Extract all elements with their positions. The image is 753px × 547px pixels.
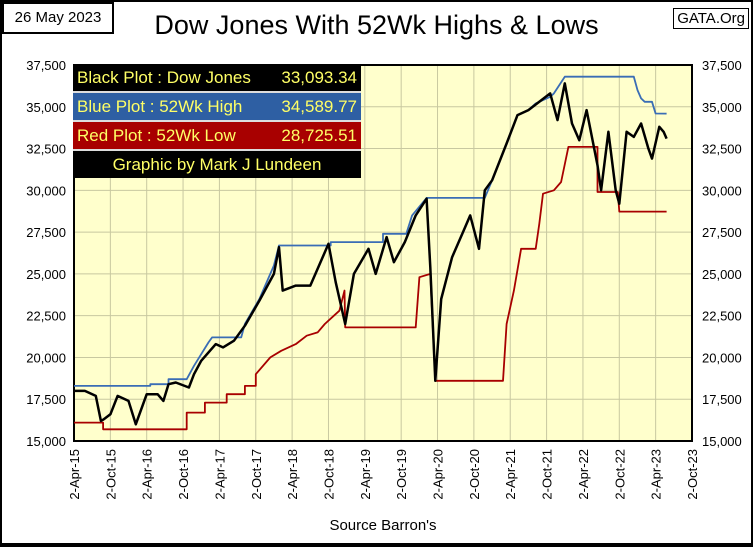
y-tick-label-left: 35,000 xyxy=(26,100,66,115)
credit: Graphic by Mark J Lundeen xyxy=(73,151,361,178)
legend-value: 33,093.34 xyxy=(281,68,357,87)
x-tick-label: 2-Apr-19 xyxy=(358,449,373,500)
y-tick-label-left: 27,500 xyxy=(26,225,66,240)
y-tick-label-right: 20,000 xyxy=(702,350,742,365)
x-tick-label: 2-Oct-22 xyxy=(612,449,627,500)
legend-label: Red Plot : 52Wk Low xyxy=(77,126,236,145)
x-tick-label: 2-Apr-15 xyxy=(67,449,82,500)
dow-jones-line xyxy=(74,82,668,426)
52wk-high-line xyxy=(74,75,667,387)
y-tick-label-right: 32,500 xyxy=(702,142,742,157)
legend-value: 34,589.77 xyxy=(281,97,357,116)
y-tick-label-right: 15,000 xyxy=(702,434,742,449)
52wk-low-line xyxy=(74,146,667,431)
y-tick-label-right: 30,000 xyxy=(702,183,742,198)
chart-title: Dow Jones With 52Wk Highs & Lows xyxy=(154,10,599,40)
x-tick-label: 2-Apr-23 xyxy=(649,449,664,500)
date-label: 26 May 2023 xyxy=(2,2,114,34)
x-tick-label: 2-Oct-17 xyxy=(249,449,264,500)
credit-text: Graphic by Mark J Lundeen xyxy=(112,155,322,174)
legend-value: 28,725.51 xyxy=(281,126,357,145)
x-tick-label: 2-Apr-22 xyxy=(576,449,591,500)
legend-label: Blue Plot : 52Wk High xyxy=(77,97,243,116)
legend-label: Black Plot : Dow Jones xyxy=(77,68,251,87)
y-tick-label-right: 17,500 xyxy=(702,392,742,407)
x-tick-label: 2-Oct-15 xyxy=(103,449,118,500)
y-tick-label-left: 25,000 xyxy=(26,267,66,282)
y-tick-label-right: 35,000 xyxy=(702,100,742,115)
plot-border xyxy=(73,64,693,442)
x-tick-label: 2-Apr-17 xyxy=(212,449,227,500)
x-tick-label: 2-Oct-23 xyxy=(685,449,700,500)
x-tick-label: 2-Oct-18 xyxy=(321,449,336,500)
x-tick-label: 2-Oct-21 xyxy=(540,449,555,500)
site-label: GATA.Org xyxy=(673,8,749,29)
y-tick-label-right: 25,000 xyxy=(702,267,742,282)
legend-dow: Black Plot : Dow Jones 33,093.34 xyxy=(73,64,361,93)
x-tick-label: 2-Apr-18 xyxy=(285,449,300,500)
y-tick-label-left: 20,000 xyxy=(26,350,66,365)
x-tick-label: 2-Apr-20 xyxy=(431,449,446,500)
y-tick-label-left: 15,000 xyxy=(26,434,66,449)
legend: Black Plot : Dow Jones 33,093.34 Blue Plo… xyxy=(73,64,361,178)
x-tick-label: 2-Oct-19 xyxy=(394,449,409,500)
y-tick-label-right: 22,500 xyxy=(702,309,742,324)
y-tick-label-left: 22,500 xyxy=(26,309,66,324)
x-tick-label: 2-Oct-20 xyxy=(467,449,482,500)
y-tick-label-right: 37,500 xyxy=(702,58,742,73)
y-tick-label-left: 17,500 xyxy=(26,392,66,407)
x-axis-label: Source Barron's xyxy=(329,517,436,534)
legend-high: Blue Plot : 52Wk High 34,589.77 xyxy=(73,93,361,122)
y-tick-label-right: 27,500 xyxy=(702,225,742,240)
y-tick-label-left: 32,500 xyxy=(26,142,66,157)
y-tick-label-left: 30,000 xyxy=(26,183,66,198)
x-tick-label: 2-Apr-21 xyxy=(503,449,518,500)
x-tick-label: 2-Oct-16 xyxy=(176,449,191,500)
legend-low: Red Plot : 52Wk Low 28,725.51 xyxy=(73,122,361,151)
y-tick-label-left: 37,500 xyxy=(26,58,66,73)
x-tick-label: 2-Apr-16 xyxy=(140,449,155,500)
